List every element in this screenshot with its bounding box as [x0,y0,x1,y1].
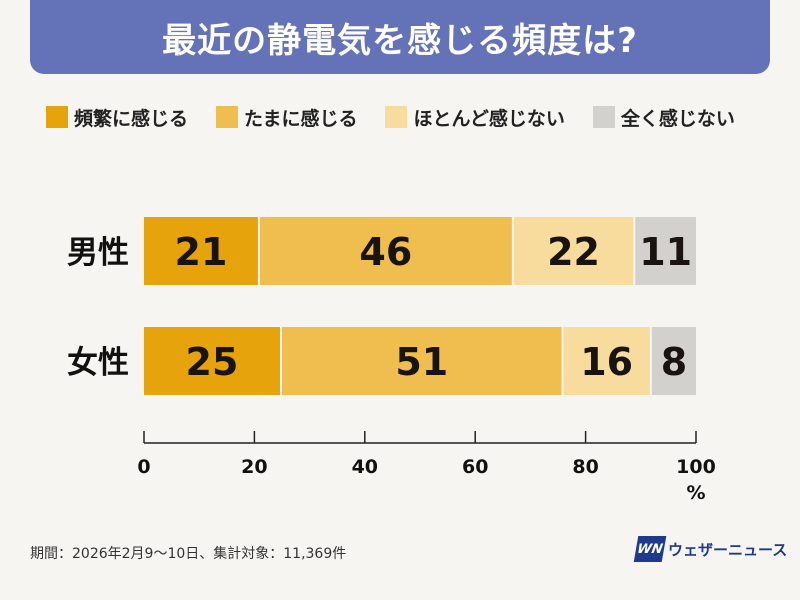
bar-segment [513,217,634,285]
legend-item-sometimes: たまに感じる [216,104,357,131]
bar-segment [651,327,696,395]
title-bar: 最近の静電気を感じる頻度は? [30,0,770,74]
survey-period-note: 期間：2026年2月9〜10日、集計対象：11,369件 [30,546,347,562]
x-tick-label: 60 [462,456,488,478]
legend-label: 頻繁に感じる [74,107,189,130]
x-tick-label: 20 [241,456,267,478]
data-label: 21 [175,230,228,274]
legend-label: 全く感じない [620,107,735,130]
legend-item-rarely: ほとんど感じない [385,104,565,131]
data-label: 11 [639,230,692,274]
logo-text: ウェザーニュース [668,540,788,559]
legend-item-frequent: 頻繁に感じる [46,104,188,131]
data-label: 46 [359,230,412,274]
page-title: 最近の静電気を感じる頻度は? [162,20,638,61]
legend-swatch [216,106,239,128]
legend: 頻繁に感じる たまに感じる ほとんど感じない 全く感じない [46,102,766,132]
data-label: 22 [547,230,600,274]
legend-swatch [385,106,408,128]
category-label: 男性 [67,235,129,271]
logo-mark: WN [633,536,667,562]
bar-segment [635,217,696,285]
legend-swatch [46,106,68,128]
bar-segment [259,217,512,285]
data-label: 16 [580,340,633,384]
data-label: 25 [186,340,239,384]
legend-swatch [592,106,615,128]
data-label: 51 [395,340,448,384]
x-axis-unit: % [686,482,705,504]
x-tick-label: 40 [352,456,378,478]
category-label: 女性 [67,345,129,381]
x-tick-label: 100 [676,456,716,478]
x-tick-label: 0 [137,456,150,478]
bar-segment [563,327,650,395]
data-label: 8 [661,340,687,384]
legend-item-never: 全く感じない [592,104,735,131]
bar-segment [282,327,562,395]
bar-segment [144,217,258,285]
legend-label: たまに感じる [244,107,358,130]
bar-segment [144,327,280,395]
legend-label: ほとんど感じない [413,107,565,130]
x-tick-label: 80 [572,456,598,478]
weathernews-logo: WN ウェザーニュース [633,536,788,562]
